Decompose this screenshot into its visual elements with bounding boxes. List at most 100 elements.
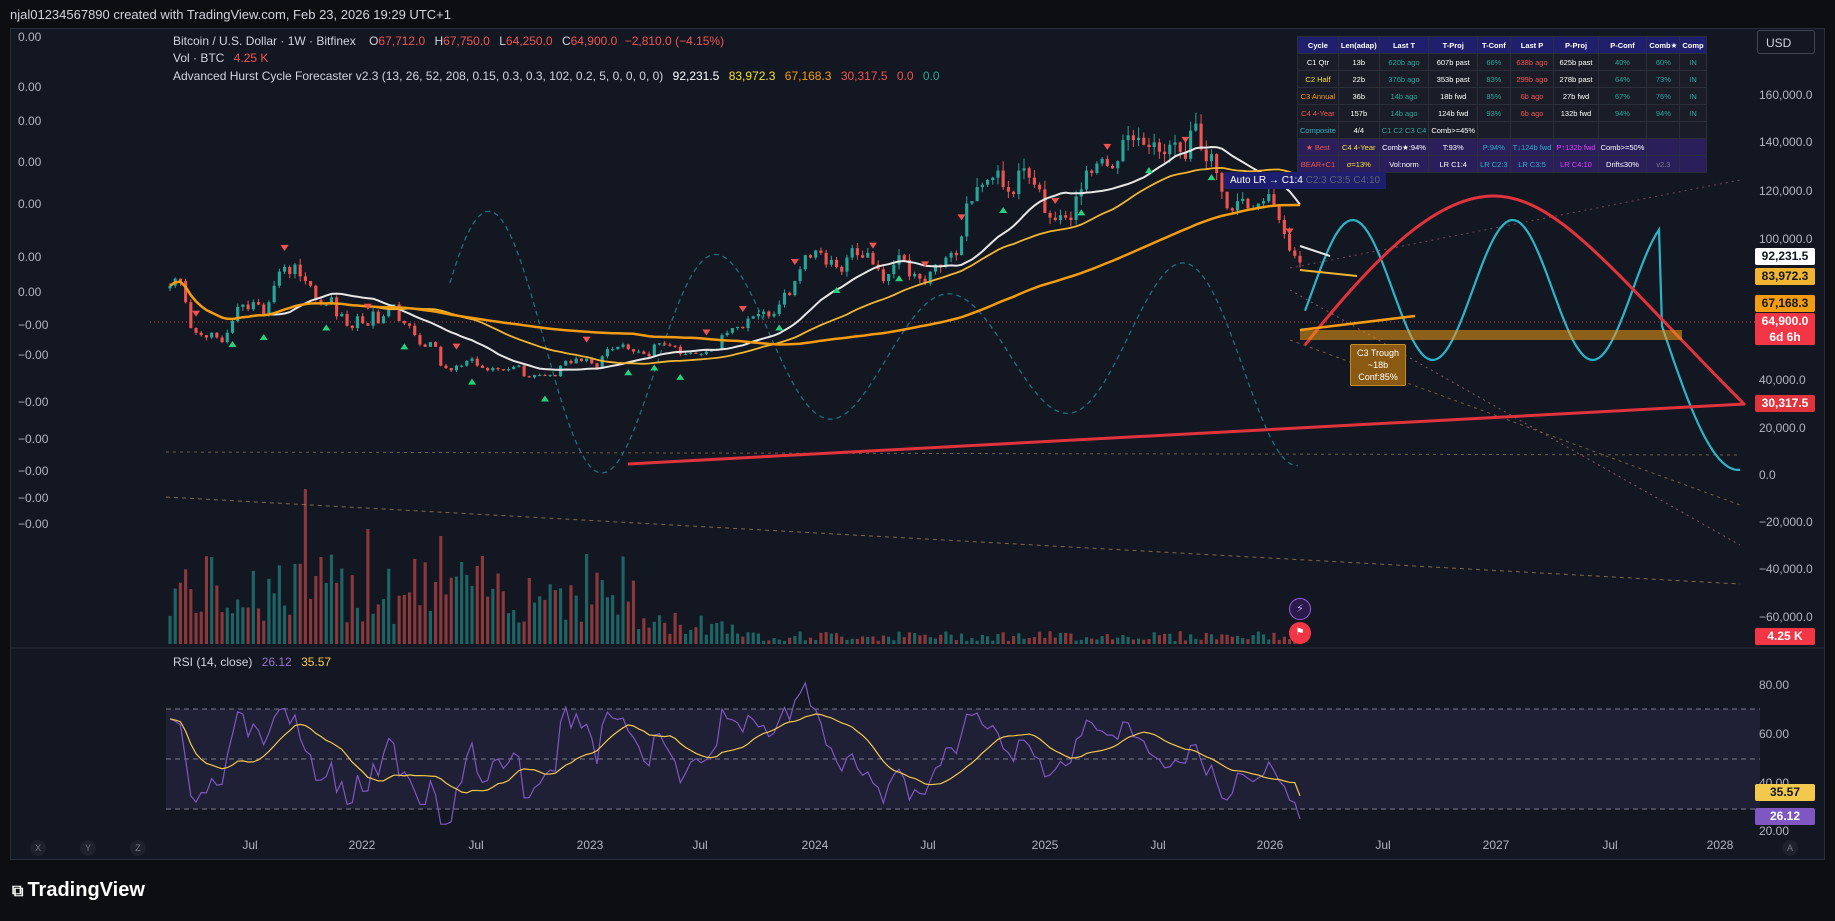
- x-axis-button-z[interactable]: Z: [130, 840, 146, 856]
- candle-body: [642, 351, 646, 354]
- candle-body: [1189, 130, 1193, 159]
- candle-body: [387, 306, 391, 317]
- volume-bar: [1189, 634, 1193, 644]
- cycle-trough-marker: [400, 343, 409, 350]
- table-cell: C4 4-Year: [1337, 138, 1380, 156]
- candle-body: [465, 360, 469, 366]
- volume-bar: [1178, 631, 1182, 644]
- table-cell: [1477, 121, 1511, 139]
- table-cell: 73%: [1646, 70, 1681, 88]
- volume-bar: [475, 565, 479, 644]
- candle-body: [236, 306, 240, 321]
- price-tick: 100,000.0: [1759, 232, 1813, 246]
- us-flag-event-icon[interactable]: ⚑: [1289, 622, 1311, 644]
- cycle-peak-marker: [192, 310, 201, 317]
- volume-bar: [1225, 634, 1229, 644]
- table-cell: IN: [1679, 70, 1707, 88]
- left-axis-label: 0.00: [18, 250, 42, 264]
- x-axis-button-x[interactable]: X: [30, 840, 46, 856]
- table-cell: 94%: [1646, 104, 1681, 122]
- volume-bar: [314, 575, 318, 644]
- low-value: 64,250.0: [505, 34, 553, 48]
- candle-body: [1288, 234, 1292, 251]
- x-axis-button-y[interactable]: Y: [80, 840, 96, 856]
- rsi-tick: 60.00: [1759, 727, 1790, 741]
- cycle-trough-marker: [1144, 167, 1153, 174]
- cycle-peak-marker: [452, 343, 461, 350]
- volume-bar: [1173, 640, 1177, 644]
- candle-body: [558, 365, 563, 377]
- table-cell: C1 Qtr: [1297, 53, 1339, 71]
- volume-bar: [303, 489, 307, 644]
- candle-body: [1183, 151, 1187, 159]
- candle-body: [600, 356, 604, 368]
- volume-bar: [423, 562, 427, 644]
- table-cell: 14b ago: [1378, 87, 1430, 105]
- volume-bar: [626, 601, 630, 644]
- volume-bar: [241, 607, 245, 644]
- lightning-event-icon[interactable]: ⚡: [1289, 598, 1311, 620]
- symbol-name[interactable]: Bitcoin / U.S. Dollar · 1W · Bitfinex: [173, 34, 356, 48]
- table-cell: 66%: [1477, 53, 1511, 71]
- volume-bar: [736, 633, 740, 644]
- volume-bar: [283, 605, 287, 644]
- table-cell: σ=13%: [1337, 155, 1380, 173]
- forecast-cycle-wave: [1303, 218, 1740, 471]
- left-axis-label: 0.00: [18, 30, 42, 44]
- volume-bar: [699, 615, 703, 644]
- candle-body: [1074, 196, 1078, 220]
- cycle-peak-marker: [1051, 197, 1060, 204]
- table-cell: [1597, 121, 1648, 139]
- candle-body: [272, 285, 276, 303]
- candle-body: [527, 376, 531, 378]
- candle-body: [590, 358, 594, 364]
- volume-bar: [251, 570, 255, 644]
- volume-badge: 4.25 K: [1755, 628, 1815, 645]
- candle-body: [798, 269, 802, 282]
- volume-bar: [840, 636, 844, 644]
- volume-bar: [985, 636, 990, 644]
- candle-body: [1121, 140, 1125, 162]
- volume-bar: [189, 589, 193, 644]
- volume-bar: [1152, 632, 1156, 644]
- volume-bar: [564, 619, 568, 644]
- candle-body: [189, 302, 193, 329]
- indicator-legend: Advanced Hurst Cycle Forecaster v2.3 (13…: [173, 69, 940, 83]
- volume-bar: [1074, 640, 1078, 644]
- volume-bar: [647, 627, 651, 644]
- rsi-badge: 26.12: [1755, 808, 1815, 825]
- candle-body: [959, 236, 964, 256]
- volume-bar: [933, 638, 938, 644]
- candle-body: [772, 313, 776, 317]
- volume-bar: [751, 632, 755, 644]
- candle-body: [689, 352, 693, 354]
- volume-bar: [1038, 631, 1042, 644]
- volume-bar: [1199, 639, 1203, 644]
- volume-bar: [595, 572, 599, 644]
- auto-scale-button[interactable]: A: [1782, 840, 1798, 856]
- candle-body: [944, 257, 948, 267]
- price-tick: 160,000.0: [1759, 88, 1813, 102]
- table-cell: [1553, 121, 1599, 139]
- volume-label[interactable]: Vol · BTC: [173, 51, 225, 65]
- candle-body: [1116, 161, 1120, 169]
- volume-bar: [1168, 633, 1172, 644]
- price-tick: −40,000.0: [1759, 562, 1813, 576]
- indicator-name[interactable]: Advanced Hurst Cycle Forecaster v2.3 (13…: [173, 69, 664, 83]
- candle-body: [449, 368, 453, 371]
- tradingview-logo[interactable]: ⧉ TradingView: [12, 879, 145, 902]
- volume-bar: [756, 633, 760, 644]
- bar-countdown: 6d 6h: [1769, 330, 1801, 344]
- volume-bar: [553, 590, 557, 644]
- volume-bar: [855, 638, 859, 644]
- candle-body: [1090, 170, 1094, 173]
- volume-bar: [439, 536, 443, 644]
- volume-bar: [267, 578, 271, 644]
- rsi-label[interactable]: RSI (14, close): [173, 655, 253, 669]
- candle-body: [340, 313, 344, 317]
- candle-body: [1199, 123, 1203, 150]
- candle-body: [1095, 163, 1099, 173]
- currency-selector[interactable]: USD: [1757, 30, 1815, 54]
- candle-body: [902, 255, 906, 260]
